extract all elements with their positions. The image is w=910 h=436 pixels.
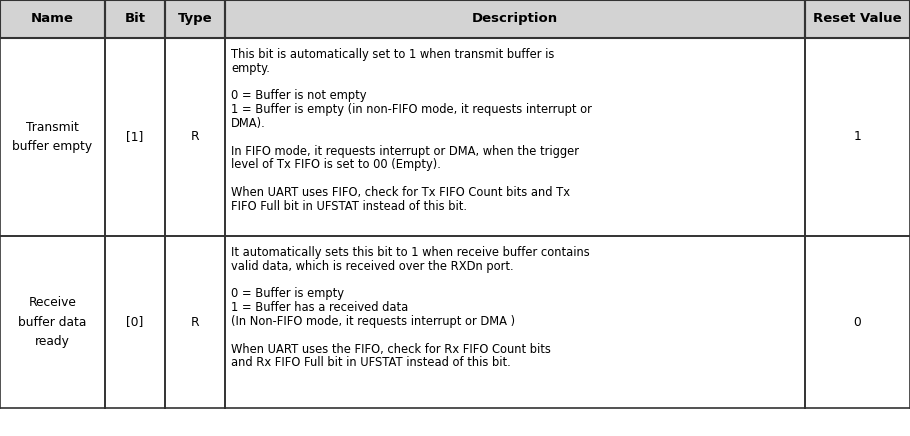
Bar: [225, 0, 805, 38]
Bar: [165, 236, 225, 408]
Bar: [0, 0, 105, 38]
Text: 0 = Buffer is not empty: 0 = Buffer is not empty: [231, 89, 367, 102]
Bar: [225, 236, 805, 408]
Text: (In Non-FIFO mode, it requests interrupt or DMA ): (In Non-FIFO mode, it requests interrupt…: [231, 315, 515, 328]
Bar: [805, 236, 910, 408]
Text: Name: Name: [31, 13, 74, 25]
Text: Reset Value: Reset Value: [814, 13, 902, 25]
Text: empty.: empty.: [231, 62, 270, 75]
Text: and Rx FIFO Full bit in UFSTAT instead of this bit.: and Rx FIFO Full bit in UFSTAT instead o…: [231, 356, 511, 369]
Text: In FIFO mode, it requests interrupt or DMA, when the trigger: In FIFO mode, it requests interrupt or D…: [231, 145, 579, 157]
Text: Receive
buffer data
ready: Receive buffer data ready: [18, 296, 86, 347]
Bar: [0, 38, 105, 236]
Text: When UART uses the FIFO, check for Rx FIFO Count bits: When UART uses the FIFO, check for Rx FI…: [231, 343, 551, 356]
Bar: [165, 38, 225, 236]
Bar: [225, 38, 805, 236]
Bar: [0, 236, 105, 408]
Text: 1: 1: [854, 130, 862, 143]
Bar: [105, 236, 165, 408]
Text: Transmit
buffer empty: Transmit buffer empty: [13, 121, 93, 153]
Text: It automatically sets this bit to 1 when receive buffer contains: It automatically sets this bit to 1 when…: [231, 246, 590, 259]
Text: 1 = Buffer has a received data: 1 = Buffer has a received data: [231, 301, 409, 314]
Text: [0]: [0]: [126, 316, 144, 328]
Bar: [105, 0, 165, 38]
Text: Bit: Bit: [125, 13, 146, 25]
Text: FIFO Full bit in UFSTAT instead of this bit.: FIFO Full bit in UFSTAT instead of this …: [231, 200, 467, 213]
Text: 0 = Buffer is empty: 0 = Buffer is empty: [231, 287, 344, 300]
Text: level of Tx FIFO is set to 00 (Empty).: level of Tx FIFO is set to 00 (Empty).: [231, 158, 440, 171]
Text: Description: Description: [472, 13, 558, 25]
Bar: [105, 38, 165, 236]
Text: DMA).: DMA).: [231, 117, 266, 130]
Bar: [805, 0, 910, 38]
Text: When UART uses FIFO, check for Tx FIFO Count bits and Tx: When UART uses FIFO, check for Tx FIFO C…: [231, 186, 570, 199]
Text: [1]: [1]: [126, 130, 144, 143]
Bar: [165, 0, 225, 38]
Text: 1 = Buffer is empty (in non-FIFO mode, it requests interrupt or: 1 = Buffer is empty (in non-FIFO mode, i…: [231, 103, 592, 116]
Text: 0: 0: [854, 316, 862, 328]
Text: R: R: [191, 316, 199, 328]
Text: This bit is automatically set to 1 when transmit buffer is: This bit is automatically set to 1 when …: [231, 48, 554, 61]
Bar: [805, 38, 910, 236]
Text: R: R: [191, 130, 199, 143]
Text: valid data, which is received over the RXDn port.: valid data, which is received over the R…: [231, 260, 513, 273]
Text: Type: Type: [177, 13, 212, 25]
